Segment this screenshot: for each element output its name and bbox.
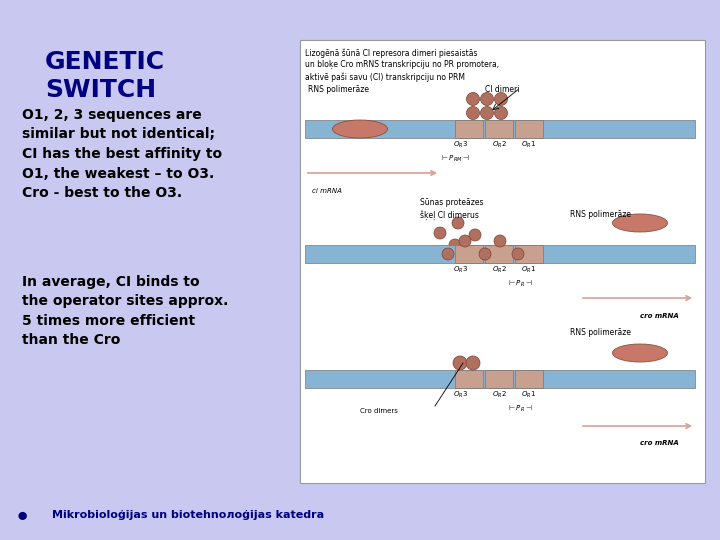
Circle shape [479, 248, 491, 260]
Text: RNS polimerāze: RNS polimerāze [570, 328, 631, 337]
FancyBboxPatch shape [305, 120, 695, 138]
Text: $O_R3$: $O_R3$ [454, 140, 469, 150]
Text: O1, 2, 3 sequences are
similar but not identical;
CI has the best affinity to
O1: O1, 2, 3 sequences are similar but not i… [22, 108, 222, 200]
Circle shape [452, 217, 464, 229]
Text: Sūnas proteāzes: Sūnas proteāzes [420, 198, 484, 207]
Text: Mikrobioloģijas un biotehnoлоģijas katedra: Mikrobioloģijas un biotehnoлоģijas kated… [52, 510, 324, 520]
Circle shape [449, 239, 461, 251]
Circle shape [453, 356, 467, 370]
FancyBboxPatch shape [455, 245, 483, 263]
Circle shape [495, 106, 508, 119]
FancyBboxPatch shape [485, 120, 513, 138]
Text: $O_R1$: $O_R1$ [521, 390, 536, 400]
Text: $O_R3$: $O_R3$ [454, 390, 469, 400]
Text: Lizogēnā šūnā CI represora dimeri piesaistās: Lizogēnā šūnā CI represora dimeri piesai… [305, 48, 477, 57]
Text: $O_R3$: $O_R3$ [454, 265, 469, 275]
FancyBboxPatch shape [300, 40, 705, 483]
Circle shape [495, 92, 508, 105]
Text: In average, CI binds to
the operator sites approx.
5 times more efficient
than t: In average, CI binds to the operator sit… [22, 275, 228, 348]
Text: $O_R1$: $O_R1$ [521, 265, 536, 275]
Circle shape [442, 248, 454, 260]
FancyBboxPatch shape [305, 370, 695, 388]
Text: cro mRNA: cro mRNA [640, 313, 679, 319]
Circle shape [480, 92, 493, 105]
Text: SWITCH: SWITCH [45, 78, 156, 102]
Circle shape [459, 235, 471, 247]
Text: ci mRNA: ci mRNA [312, 188, 342, 194]
Text: šķeļ CI dimerus: šķeļ CI dimerus [420, 210, 479, 220]
Text: GENETIC: GENETIC [45, 50, 165, 74]
Text: $O_R2$: $O_R2$ [492, 140, 506, 150]
Text: un bloķe Cro mRNS transkripciju no PR promotera,: un bloķe Cro mRNS transkripciju no PR pr… [305, 60, 499, 69]
FancyBboxPatch shape [305, 245, 695, 263]
Text: CI dimeri: CI dimeri [485, 85, 520, 94]
Text: $O_R2$: $O_R2$ [492, 390, 506, 400]
FancyBboxPatch shape [515, 120, 543, 138]
Circle shape [466, 356, 480, 370]
Text: $O_R2$: $O_R2$ [492, 265, 506, 275]
Text: $\vdash P_{RM}\dashv$: $\vdash P_{RM}\dashv$ [440, 154, 470, 164]
Circle shape [434, 227, 446, 239]
FancyBboxPatch shape [515, 245, 543, 263]
Text: ⬤: ⬤ [18, 511, 27, 520]
Text: RNS polimerāze: RNS polimerāze [308, 85, 369, 94]
Ellipse shape [613, 214, 667, 232]
Text: cro mRNA: cro mRNA [640, 440, 679, 446]
Text: aktivē paši savu (CI) transkripciju no PRM: aktivē paši savu (CI) transkripciju no P… [305, 72, 465, 82]
Circle shape [467, 106, 480, 119]
Text: $O_R1$: $O_R1$ [521, 140, 536, 150]
FancyBboxPatch shape [515, 370, 543, 388]
Text: $\vdash P_R\dashv$: $\vdash P_R\dashv$ [508, 279, 533, 289]
FancyBboxPatch shape [455, 120, 483, 138]
Circle shape [469, 229, 481, 241]
Circle shape [512, 248, 524, 260]
Circle shape [467, 92, 480, 105]
FancyBboxPatch shape [485, 245, 513, 263]
Ellipse shape [613, 344, 667, 362]
FancyBboxPatch shape [455, 370, 483, 388]
Ellipse shape [333, 120, 387, 138]
Circle shape [480, 106, 493, 119]
Circle shape [494, 235, 506, 247]
FancyBboxPatch shape [485, 370, 513, 388]
Text: $\vdash P_R\dashv$: $\vdash P_R\dashv$ [508, 404, 533, 414]
Text: Cro dimers: Cro dimers [360, 408, 398, 414]
Text: RNS polimerāze: RNS polimerāze [570, 210, 631, 219]
